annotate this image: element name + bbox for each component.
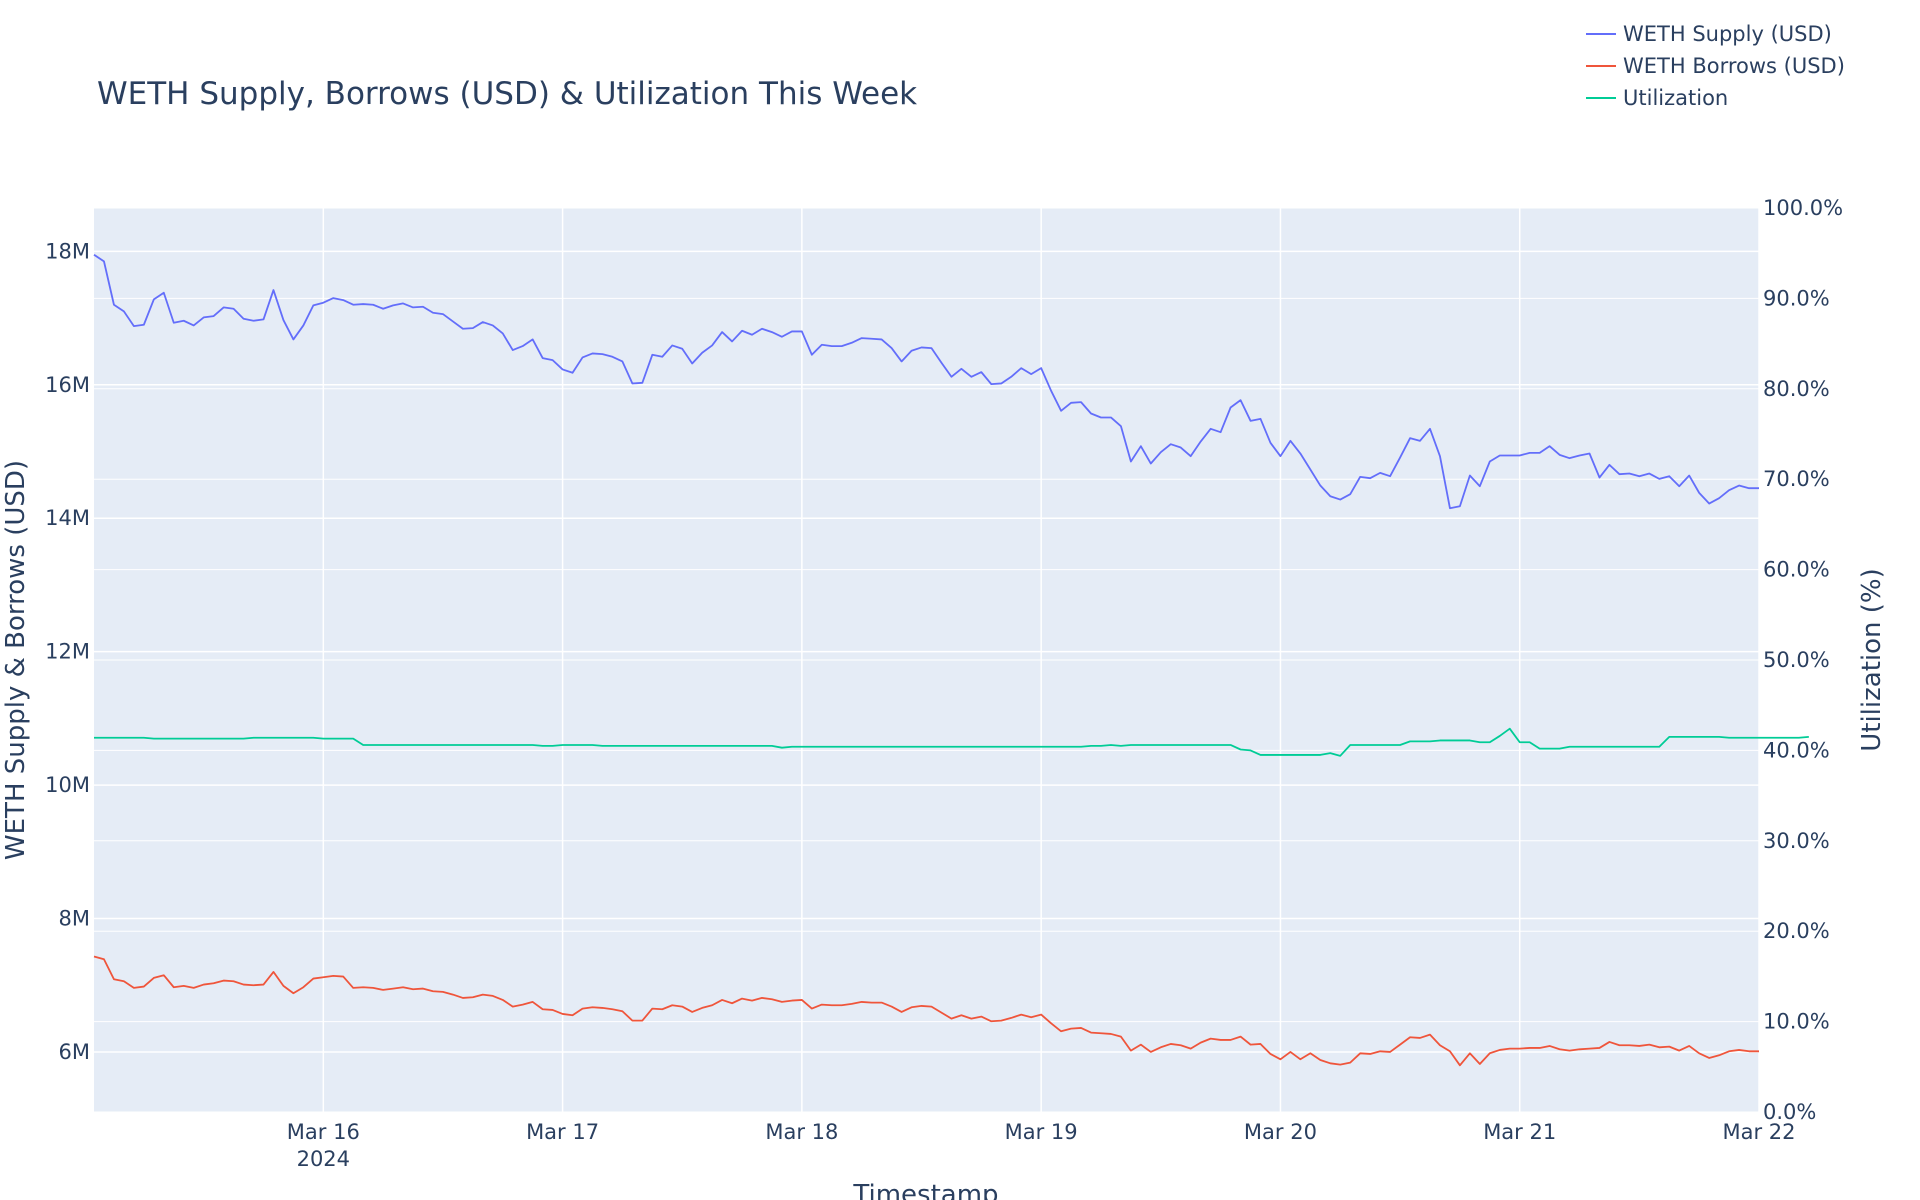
x-tick-label: Mar 19: [1005, 1120, 1078, 1144]
gridlines: [94, 207, 1760, 1113]
series-line-2: [94, 727, 1809, 757]
legend-item[interactable]: Utilization: [1586, 86, 1728, 110]
y2-tick-label: 100.0%: [1763, 196, 1843, 220]
series-lines: [93, 253, 1809, 1067]
legend-item[interactable]: WETH Borrows (USD): [1586, 54, 1845, 78]
legend[interactable]: WETH Supply (USD) WETH Borrows (USD) Utili…: [1586, 22, 1845, 110]
y-tick-label: 14M: [45, 506, 90, 530]
legend-label: WETH Supply (USD): [1623, 22, 1832, 46]
x-tick-label: Mar 18: [765, 1120, 838, 1144]
y2-tick-label: 60.0%: [1763, 558, 1830, 582]
legend-label: WETH Borrows (USD): [1623, 54, 1845, 78]
x-tick-label: Mar 16: [287, 1120, 360, 1144]
legend-item[interactable]: WETH Supply (USD): [1586, 22, 1832, 46]
y2-tick-label: 70.0%: [1763, 467, 1830, 491]
series-line-0: [93, 253, 1759, 510]
x-tick-year-label: 2024: [297, 1147, 350, 1171]
y2-tick-label: 0.0%: [1763, 1100, 1816, 1124]
y2-axis-title: Utilization (%): [1857, 568, 1887, 752]
x-tick-label: Mar 20: [1244, 1120, 1317, 1144]
x-tick-label: Mar 21: [1483, 1120, 1556, 1144]
x-tick-label: Mar 17: [526, 1120, 599, 1144]
x-axis-title: Timestamp: [852, 1180, 998, 1200]
y2-tick-label: 20.0%: [1763, 919, 1830, 943]
legend-label: Utilization: [1623, 86, 1728, 110]
y2-tick-label: 90.0%: [1763, 286, 1830, 310]
y2-tick-label: 10.0%: [1763, 1010, 1830, 1034]
y-tick-label: 10M: [45, 773, 90, 797]
y2-tick-label: 80.0%: [1763, 377, 1830, 401]
y-tick-label: 6M: [59, 1040, 90, 1064]
series-line-1: [93, 955, 1759, 1067]
x-tick-label: Mar 22: [1722, 1120, 1795, 1144]
y-tick-label: 16M: [45, 373, 90, 397]
y-tick-label: 18M: [45, 239, 90, 263]
y2-tick-label: 40.0%: [1763, 738, 1830, 762]
y-tick-label: 12M: [45, 640, 90, 664]
y2-tick-label: 30.0%: [1763, 829, 1830, 853]
y-axis-title: WETH Supply & Borrows (USD): [1, 460, 31, 860]
y-tick-label: 8M: [59, 907, 90, 931]
axis-ticks: 0.0% 10.0% 20.0% 30.0% 40.0% 50.0% 60.0% 70.0% 8…: [45, 196, 1843, 1171]
chart-title: WETH Supply, Borrows (USD) & Utilization…: [97, 76, 917, 112]
y2-tick-label: 50.0%: [1763, 648, 1830, 672]
